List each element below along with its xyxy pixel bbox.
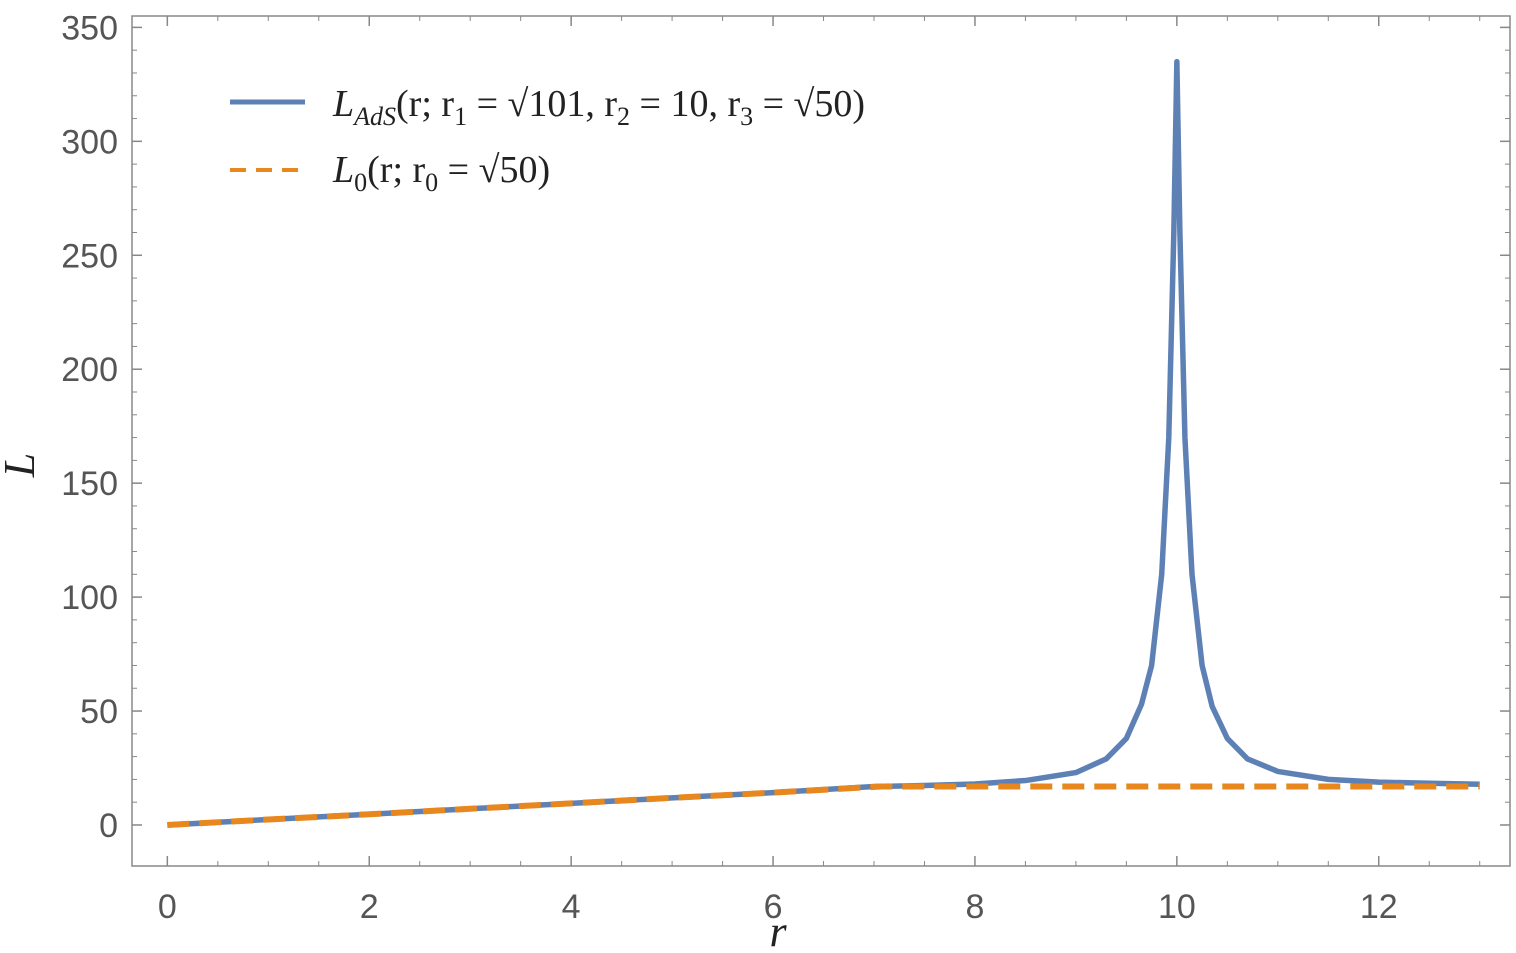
x-tick-label: 8 <box>965 888 984 926</box>
y-tick-label: 50 <box>80 693 118 731</box>
y-axis-label: L <box>0 453 44 478</box>
axis-ticks <box>132 16 1510 866</box>
y-tick-label: 200 <box>61 351 118 389</box>
y-tick-label: 0 <box>99 807 118 845</box>
plot-frame <box>131 15 1511 867</box>
x-tick-label: 6 <box>764 888 783 926</box>
y-tick-label: 250 <box>61 237 118 275</box>
x-axis-label: r <box>769 907 787 953</box>
y-tick-label: 350 <box>61 9 118 47</box>
y-tick-label: 300 <box>61 123 118 161</box>
axis-tick-labels: 0 2 4 6 8 10 12 0 50 100 150 200 250 300 350 <box>61 9 1397 926</box>
x-tick-label: 0 <box>158 888 177 926</box>
x-tick-label: 4 <box>562 888 581 926</box>
series-line-l0 <box>167 783 1480 828</box>
legend-label-ads: LAdS(r; r1 = √101, r2 = 10, r3 = √50) <box>332 83 865 131</box>
x-tick-label: 12 <box>1360 888 1398 926</box>
y-tick-label: 150 <box>61 465 118 503</box>
series-layer <box>167 58 1480 828</box>
y-tick-label: 100 <box>61 579 118 617</box>
x-tick-label: 2 <box>360 888 379 926</box>
legend-label-zero: L0(r; r0 = √50) <box>332 149 550 197</box>
legend: LAdS(r; r1 = √101, r2 = 10, r3 = √50) L0… <box>230 83 865 197</box>
x-tick-label: 10 <box>1158 888 1196 926</box>
